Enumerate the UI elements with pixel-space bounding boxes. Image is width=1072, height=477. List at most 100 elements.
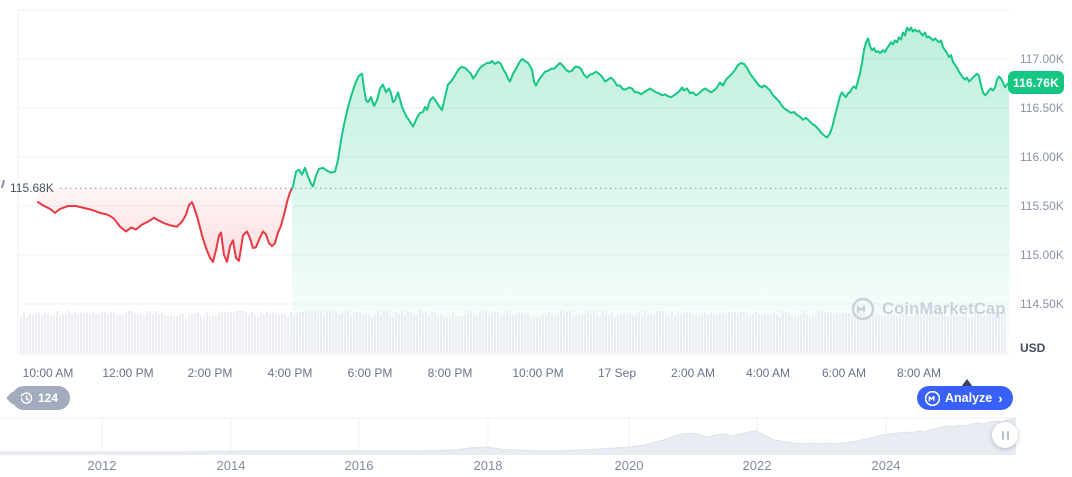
volume-bar <box>821 311 823 353</box>
year-label: 2022 <box>742 458 772 473</box>
volume-bar <box>221 311 223 353</box>
volume-bar <box>380 315 382 353</box>
volume-bar <box>842 313 844 353</box>
volume-bar <box>731 312 733 353</box>
volume-bar <box>263 314 265 353</box>
volume-bar <box>683 313 685 353</box>
volume-bar <box>416 314 418 353</box>
volume-bar <box>365 314 367 353</box>
year-label: 2014 <box>216 458 246 473</box>
volume-bar <box>890 315 892 353</box>
volume-bar <box>938 311 940 353</box>
volume-bar <box>752 313 754 353</box>
volume-bar <box>215 316 217 353</box>
volume-bar <box>110 311 112 353</box>
volume-bar <box>335 310 337 353</box>
volume-bar <box>86 312 88 353</box>
volume-bar <box>467 313 469 353</box>
volume-bar <box>347 311 349 353</box>
volume-bar <box>74 312 76 353</box>
volume-bar <box>317 313 319 353</box>
volume-bar <box>203 316 205 353</box>
volume-bar <box>923 314 925 353</box>
volume-bar <box>440 314 442 353</box>
volume-bar <box>116 315 118 353</box>
volume-bar <box>188 314 190 353</box>
volume-bar <box>860 313 862 353</box>
volume-bar <box>491 313 493 353</box>
volume-bar <box>701 314 703 353</box>
volume-bar <box>653 314 655 353</box>
volume-bar <box>524 314 526 353</box>
timeline-area[interactable] <box>0 418 1016 455</box>
volume-bar <box>662 312 664 353</box>
volume-bar <box>827 312 829 353</box>
volume-bar <box>830 313 832 353</box>
area-fill-down <box>38 188 292 262</box>
volume-bar <box>206 312 208 353</box>
volume-bar <box>659 311 661 353</box>
volume-bar <box>338 314 340 353</box>
volume-bar <box>956 315 958 353</box>
volume-bar <box>266 311 268 353</box>
volume-bar <box>167 315 169 353</box>
volume-bar <box>506 310 508 353</box>
volume-bar <box>788 312 790 353</box>
volume-bar <box>359 311 361 353</box>
volume-bar <box>872 315 874 353</box>
volume-bar <box>470 311 472 353</box>
volume-bar <box>449 317 451 353</box>
volume-bar <box>119 314 121 353</box>
volume-bar <box>92 311 94 353</box>
volume-bar <box>128 310 130 353</box>
coinmarketcap-watermark: CoinMarketCap <box>851 297 1006 321</box>
x-axis-label: 2:00 AM <box>670 366 716 380</box>
volume-bar <box>914 314 916 353</box>
volume-bar <box>503 313 505 353</box>
volume-bar <box>89 313 91 353</box>
volume-bar <box>161 313 163 353</box>
volume-bar <box>629 313 631 353</box>
volume-bar <box>212 316 214 353</box>
volume-bar <box>182 313 184 353</box>
coinmarketcap-logo-icon <box>851 297 875 321</box>
volume-bar <box>848 312 850 353</box>
x-axis-label: 6:00 PM <box>347 366 393 380</box>
history-count-badge[interactable]: 124 <box>12 386 71 410</box>
volume-bar <box>575 315 577 353</box>
volume-bar <box>248 315 250 353</box>
volume-bar <box>41 315 43 353</box>
volume-bar <box>353 313 355 353</box>
volume-bar <box>689 312 691 353</box>
volume-bar <box>908 316 910 353</box>
volume-bar <box>758 314 760 353</box>
volume-bar <box>647 313 649 353</box>
volume-bar <box>194 313 196 353</box>
volume-bar <box>275 314 277 353</box>
volume-bar <box>329 311 331 353</box>
y-axis-label: 114.50K <box>1020 297 1064 311</box>
volume-bar <box>746 313 748 353</box>
volume-bar <box>611 312 613 353</box>
volume-bar <box>458 316 460 353</box>
analyze-button[interactable]: Analyze › <box>917 386 1013 410</box>
volume-bar <box>473 316 475 353</box>
volume-bar <box>290 312 292 353</box>
volume-bar <box>554 316 556 353</box>
volume-bar <box>824 312 826 353</box>
volume-bar <box>953 315 955 353</box>
volume-bar <box>581 314 583 353</box>
x-axis-label: 8:00 PM <box>427 366 473 380</box>
history-clock-icon <box>20 391 33 404</box>
volume-bar <box>761 315 763 353</box>
y-axis-label: 115.00K <box>1020 248 1064 262</box>
volume-bar <box>749 315 751 353</box>
volume-bar <box>344 312 346 353</box>
volume-bar <box>845 313 847 353</box>
volume-bar <box>992 313 994 353</box>
x-axis-label: 6:00 AM <box>821 366 867 380</box>
volume-bar <box>800 315 802 353</box>
timeline-scrubber-handle[interactable] <box>992 422 1018 448</box>
volume-bar <box>209 316 211 353</box>
